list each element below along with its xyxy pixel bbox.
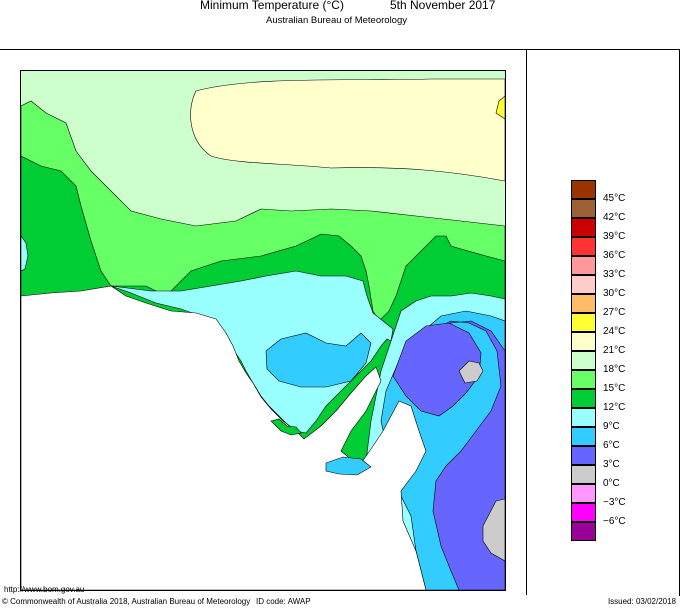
legend-label: 9°C bbox=[603, 421, 620, 432]
legend-label: 33°C bbox=[603, 269, 626, 280]
legend-swatch-45-48 bbox=[571, 180, 596, 199]
west-coast-patch bbox=[21, 235, 29, 272]
source-url: http://www.bom.gov.au bbox=[4, 585, 85, 594]
footer: © Commonwealth of Australia 2018, Austra… bbox=[0, 597, 680, 608]
date-text: 5th November 2017 bbox=[390, 0, 496, 12]
legend-swatch-m3-0 bbox=[571, 484, 596, 503]
issued-date: Issued: 03/02/2018 bbox=[607, 597, 676, 606]
legend-swatch-3-6 bbox=[571, 446, 596, 465]
subtitle: Australian Bureau of Meteorology bbox=[266, 15, 407, 26]
legend-swatch-m6-m3 bbox=[571, 503, 596, 522]
legend-swatch-24-27 bbox=[571, 313, 596, 332]
zone-3-6 bbox=[400, 320, 505, 590]
legend-label: 12°C bbox=[603, 402, 626, 413]
legend-swatch-21-24 bbox=[571, 332, 596, 351]
zone-24-27 bbox=[495, 95, 505, 120]
zone-0-3-north bbox=[458, 360, 484, 384]
legend-swatch-42-45 bbox=[571, 199, 596, 218]
legend-swatch-6-9 bbox=[571, 427, 596, 446]
legend-swatch-m9-m6 bbox=[571, 522, 596, 541]
zone-6-9 bbox=[265, 332, 372, 388]
temperature-map bbox=[20, 70, 506, 591]
zone-21-24 bbox=[190, 78, 505, 182]
legend-label: 0°C bbox=[603, 478, 620, 489]
legend-label: 24°C bbox=[603, 326, 626, 337]
legend-label: 39°C bbox=[603, 231, 626, 242]
ocean bbox=[21, 285, 427, 590]
legend-label: −6°C bbox=[603, 516, 626, 527]
legend-label: 18°C bbox=[603, 364, 626, 375]
legend-label: 15°C bbox=[603, 383, 626, 394]
legend-label: 30°C bbox=[603, 288, 626, 299]
legend-swatch-30-33 bbox=[571, 275, 596, 294]
legend-swatch-9-12 bbox=[571, 408, 596, 427]
legend-label: 36°C bbox=[603, 250, 626, 261]
legend-swatch-39-42 bbox=[571, 218, 596, 237]
id-code: ID code: AWAP bbox=[256, 597, 311, 606]
legend-swatch-36-39 bbox=[571, 237, 596, 256]
legend-swatch-0-3 bbox=[571, 465, 596, 484]
legend-label: 45°C bbox=[603, 193, 626, 204]
legend-swatch-27-30 bbox=[571, 294, 596, 313]
title-text: Minimum Temperature (°C) bbox=[200, 0, 344, 12]
legend-label: 21°C bbox=[603, 345, 626, 356]
legend-label: −3°C bbox=[603, 497, 626, 508]
legend-label: 42°C bbox=[603, 212, 626, 223]
legend-label: 6°C bbox=[603, 440, 620, 451]
legend-swatch-12-15 bbox=[571, 389, 596, 408]
legend-label: 3°C bbox=[603, 459, 620, 470]
map-svg bbox=[21, 71, 505, 590]
legend-swatch-18-21 bbox=[571, 351, 596, 370]
legend-divider bbox=[526, 49, 527, 595]
kangaroo-island bbox=[325, 456, 372, 476]
eyre-tip-patch bbox=[270, 418, 302, 436]
zone-0-3-south bbox=[482, 498, 505, 562]
copyright-text: © Commonwealth of Australia 2018, Austra… bbox=[2, 597, 251, 606]
legend-swatch-15-18 bbox=[571, 370, 596, 389]
legend-label: 27°C bbox=[603, 307, 626, 318]
legend-swatch-33-36 bbox=[571, 256, 596, 275]
